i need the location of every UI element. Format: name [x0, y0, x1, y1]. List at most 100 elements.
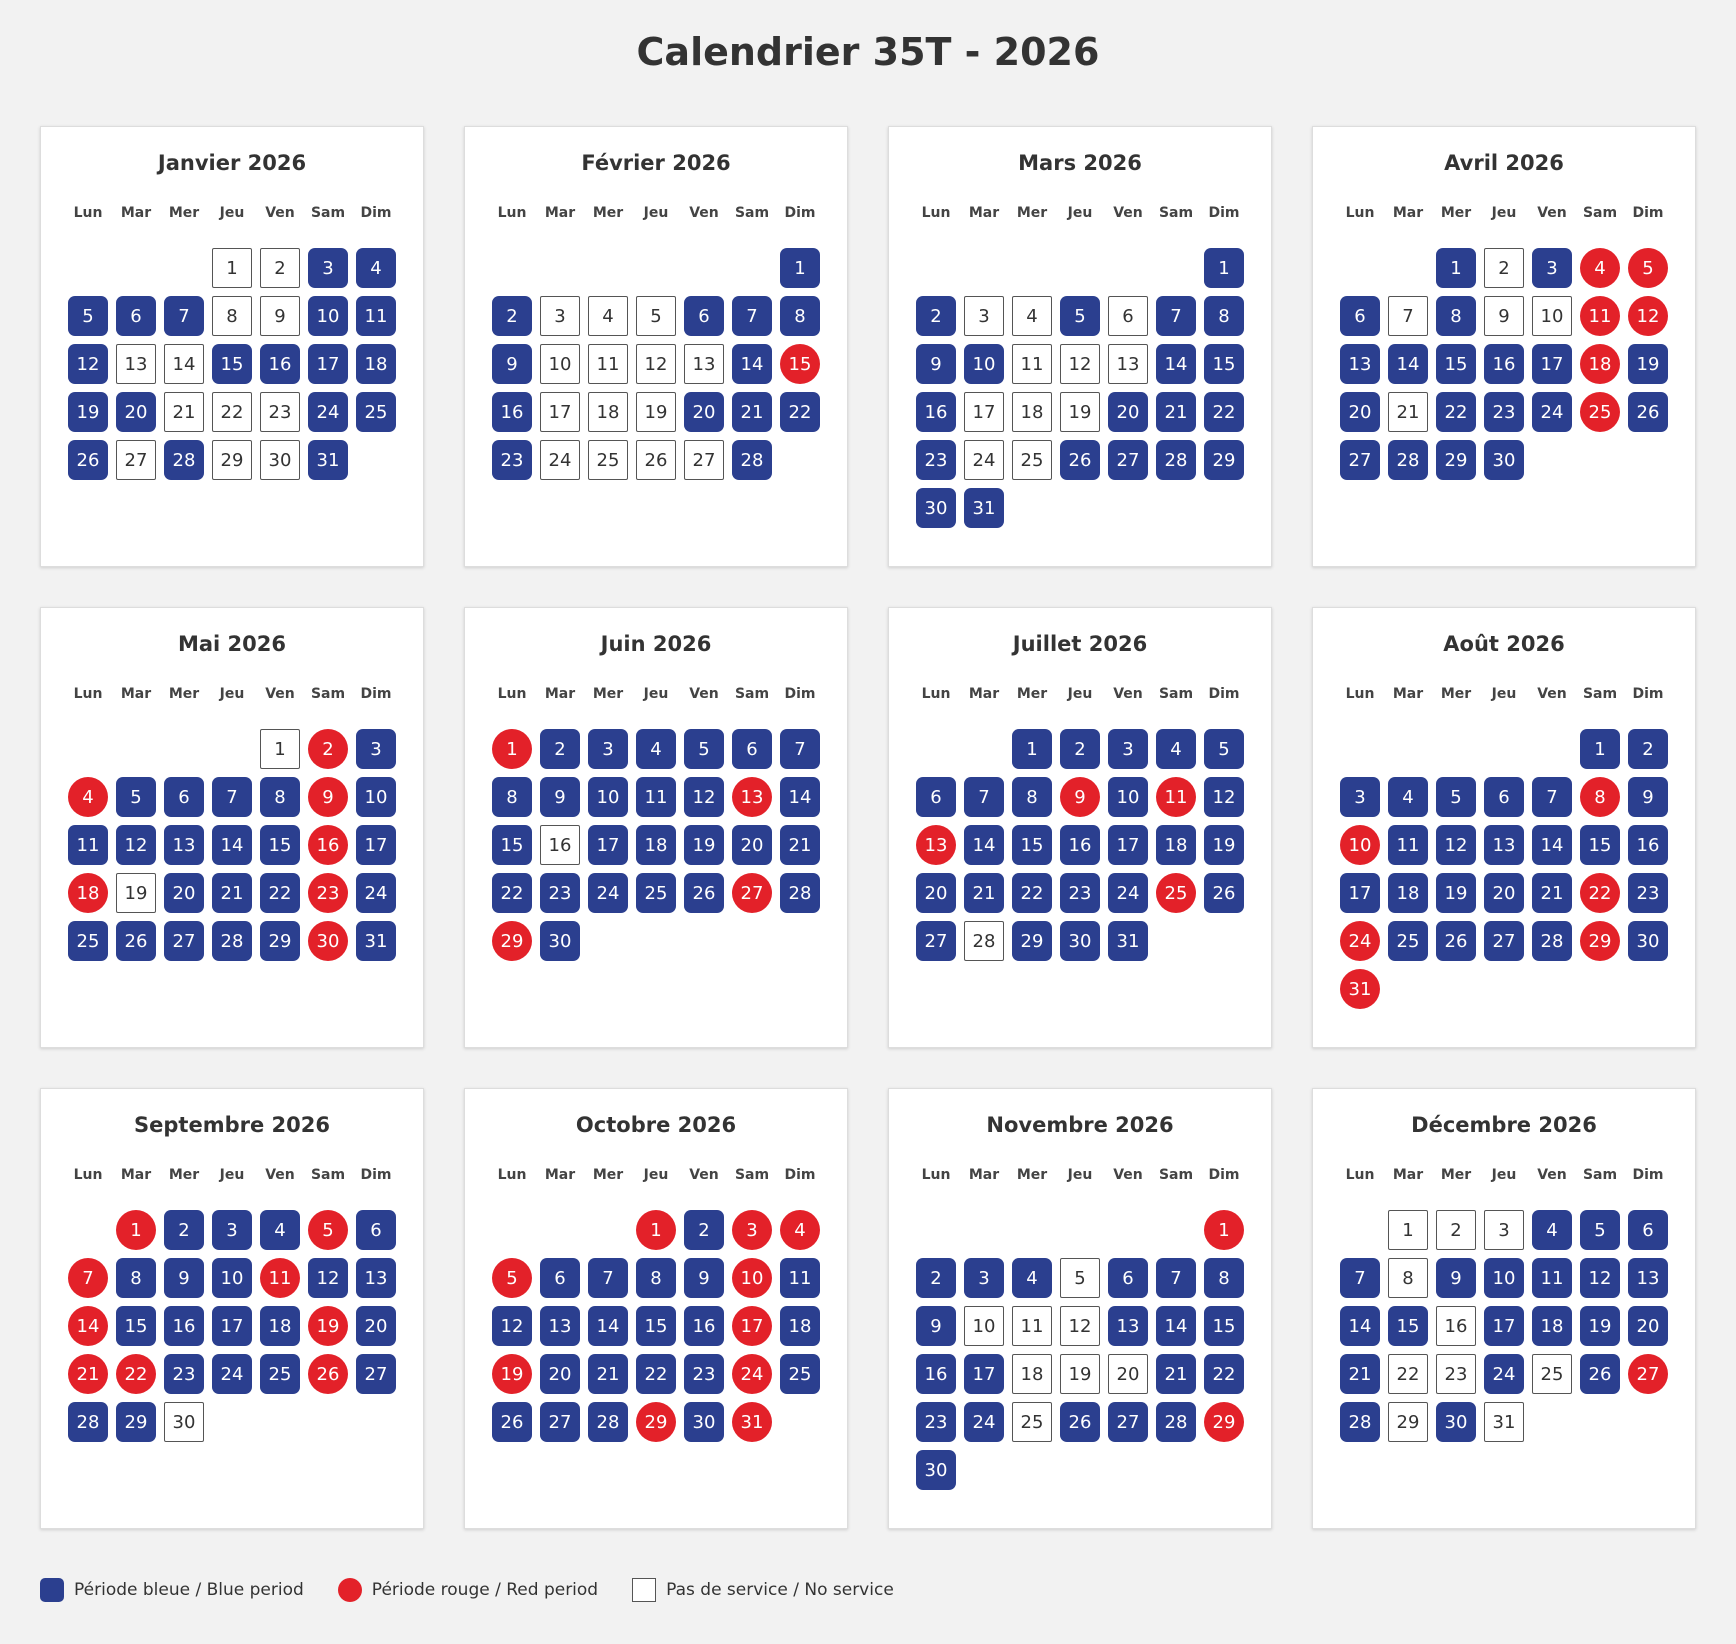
weekday-label: Mar — [968, 686, 1000, 702]
day-cell: 14 — [588, 1306, 628, 1346]
day-cell: 15 — [1580, 825, 1620, 865]
month-card: Mai 2026 Lun Mar Mer Jeu Ven Sam Dim 1 2 3 4 5 6 7 8 9 10… — [40, 607, 424, 1048]
day-cell: 14 — [1156, 344, 1196, 384]
weekday-label: Dim — [1208, 1167, 1240, 1183]
day-cell: 15 — [1204, 1306, 1244, 1346]
weekday-label: Mar — [544, 1167, 576, 1183]
day-cell: 3 — [356, 729, 396, 769]
month-card: Juin 2026 Lun Mar Mer Jeu Ven Sam Dim 1 2 3 4 5 6 7 8 9 1… — [464, 607, 848, 1048]
day-cell: 10 — [1532, 296, 1572, 336]
day-cell: 14 — [732, 344, 772, 384]
weekday-label: Mer — [1016, 1167, 1048, 1183]
day-cell: 30 — [1484, 440, 1524, 480]
day-cell: 3 — [732, 1210, 772, 1250]
day-cell: 17 — [1108, 825, 1148, 865]
month-title: Mai 2026 — [177, 632, 287, 656]
day-cell: 9 — [260, 296, 300, 336]
day-cell: 15 — [116, 1306, 156, 1346]
day-cell: 16 — [1628, 825, 1668, 865]
day-cell: 28 — [68, 1402, 108, 1442]
day-cell: 21 — [164, 392, 204, 432]
day-cell: 18 — [1388, 873, 1428, 913]
day-cell: 3 — [1532, 248, 1572, 288]
day-cell: 29 — [636, 1402, 676, 1442]
day-cell: 22 — [1580, 873, 1620, 913]
day-cell: 28 — [1156, 1402, 1196, 1442]
day-cell: 15 — [1388, 1306, 1428, 1346]
day-cell: 4 — [1580, 248, 1620, 288]
day-cell: 12 — [308, 1258, 348, 1298]
day-cell: 1 — [116, 1210, 156, 1250]
day-cell: 28 — [1340, 1402, 1380, 1442]
day-cell: 30 — [308, 921, 348, 961]
day-cell: 13 — [164, 825, 204, 865]
day-cell: 5 — [1436, 777, 1476, 817]
day-cell: 3 — [1340, 777, 1380, 817]
month-title: Octobre 2026 — [575, 1113, 737, 1137]
day-cell: 26 — [1060, 440, 1100, 480]
day-cell: 15 — [636, 1306, 676, 1346]
month-title: Février 2026 — [581, 151, 731, 175]
month-title: Septembre 2026 — [134, 1113, 330, 1137]
weekday-label: Ven — [689, 686, 719, 702]
day-cell: 11 — [68, 825, 108, 865]
day-cell: 15 — [1012, 825, 1052, 865]
day-cell: 5 — [684, 729, 724, 769]
weekday-label: Sam — [1158, 1167, 1194, 1183]
weekday-label: Dim — [360, 205, 392, 221]
day-cell: 21 — [68, 1354, 108, 1394]
day-cell: 1 — [492, 729, 532, 769]
day-cell: 26 — [1580, 1354, 1620, 1394]
weekday-label: Sam — [734, 686, 770, 702]
day-cell: 16 — [164, 1306, 204, 1346]
day-cell: 25 — [68, 921, 108, 961]
day-cell: 9 — [916, 344, 956, 384]
weekday-label: Ven — [689, 205, 719, 221]
day-cell: 8 — [1204, 296, 1244, 336]
day-cell: 25 — [260, 1354, 300, 1394]
day-cell: 8 — [1204, 1258, 1244, 1298]
weekday-label: Lun — [921, 686, 951, 702]
day-cell: 28 — [164, 440, 204, 480]
day-cell: 30 — [1436, 1402, 1476, 1442]
weekday-label: Sam — [310, 205, 346, 221]
day-cell: 8 — [1012, 777, 1052, 817]
weekday-label: Lun — [73, 686, 103, 702]
day-cell: 26 — [1436, 921, 1476, 961]
weekday-label: Lun — [73, 1167, 103, 1183]
day-cell: 29 — [1580, 921, 1620, 961]
weekday-label: Mer — [1016, 686, 1048, 702]
day-cell: 29 — [492, 921, 532, 961]
day-cell: 18 — [356, 344, 396, 384]
day-cell: 15 — [1436, 344, 1476, 384]
day-cell: 22 — [780, 392, 820, 432]
day-cell: 17 — [1484, 1306, 1524, 1346]
weekday-label: Mar — [544, 205, 576, 221]
day-cell: 7 — [1156, 1258, 1196, 1298]
day-cell: 11 — [356, 296, 396, 336]
legend-item: Période rouge / Red period — [337, 1578, 598, 1602]
day-cell: 26 — [636, 440, 676, 480]
weekday-label: Sam — [1158, 205, 1194, 221]
day-cell: 27 — [1108, 1402, 1148, 1442]
day-cell: 10 — [540, 344, 580, 384]
day-cell: 11 — [636, 777, 676, 817]
day-cell: 19 — [308, 1306, 348, 1346]
day-cell: 1 — [212, 248, 252, 288]
day-cell: 12 — [1060, 344, 1100, 384]
weekday-label: Ven — [1113, 1167, 1143, 1183]
day-cell: 17 — [588, 825, 628, 865]
weekday-label: Mar — [544, 686, 576, 702]
day-cell: 9 — [540, 777, 580, 817]
day-cell: 19 — [1060, 1354, 1100, 1394]
day-cell: 9 — [1060, 777, 1100, 817]
day-cell: 16 — [492, 392, 532, 432]
day-cell: 13 — [916, 825, 956, 865]
day-cell: 4 — [636, 729, 676, 769]
day-cell: 13 — [1340, 344, 1380, 384]
day-cell: 5 — [492, 1258, 532, 1298]
day-cell: 2 — [684, 1210, 724, 1250]
day-cell: 20 — [1340, 392, 1380, 432]
day-cell: 23 — [492, 440, 532, 480]
